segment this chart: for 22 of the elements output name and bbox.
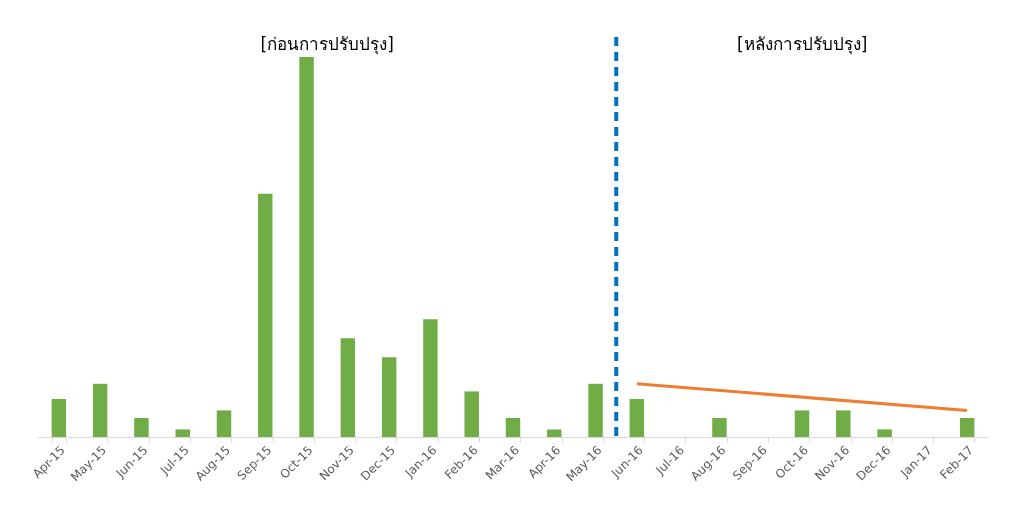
bar xyxy=(547,429,562,437)
bar xyxy=(175,429,190,437)
bar xyxy=(92,383,108,437)
bar xyxy=(299,57,314,437)
bar xyxy=(134,418,149,437)
bar xyxy=(464,391,479,437)
bar xyxy=(258,193,273,437)
bar xyxy=(51,399,67,437)
bar xyxy=(340,338,356,437)
bar xyxy=(505,418,521,437)
bar xyxy=(588,383,603,437)
bar xyxy=(629,399,645,437)
bar xyxy=(959,418,975,437)
text: [หลังการปรับปรุง] xyxy=(737,34,868,55)
bar xyxy=(836,410,851,437)
text: [ก่อนการปรับปรุง] xyxy=(260,34,394,55)
bar xyxy=(381,357,397,437)
bar xyxy=(794,410,810,437)
bar xyxy=(423,319,438,437)
bar xyxy=(712,418,727,437)
bar xyxy=(877,429,892,437)
bar xyxy=(216,410,232,437)
